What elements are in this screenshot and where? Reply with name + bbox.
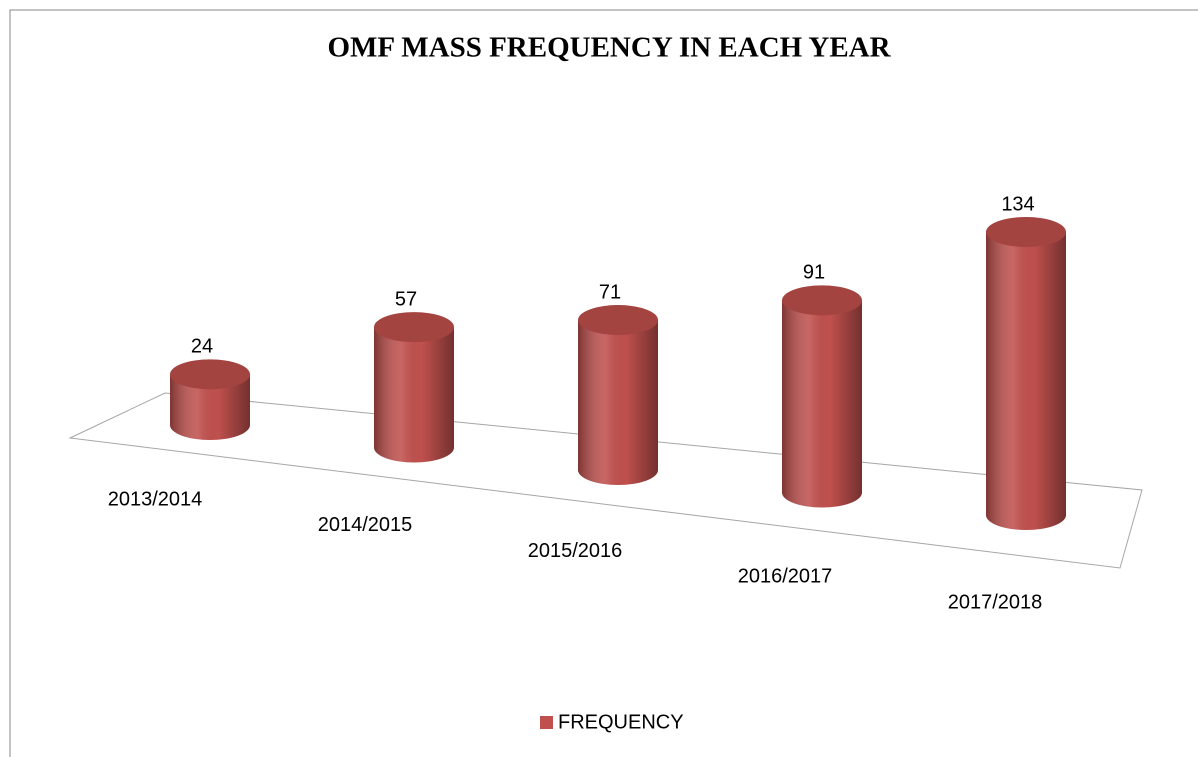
chart-title: OMF MASS FREQUENCY IN EACH YEAR — [327, 32, 891, 64]
cylinder-shade — [782, 300, 862, 508]
cylinder-top-shade — [374, 312, 454, 343]
cylinder — [170, 359, 250, 440]
cylinder — [782, 285, 862, 508]
value-label: 71 — [599, 281, 621, 303]
x-tick-label: 2017/2018 — [948, 591, 1043, 613]
legend-label: FREQUENCY — [558, 711, 684, 733]
cylinder-shade — [578, 320, 658, 485]
x-tick-label: 2014/2015 — [318, 514, 413, 536]
cylinder-top-shade — [170, 359, 250, 390]
chart-border — [9, 9, 1198, 757]
cylinder-top — [374, 312, 454, 343]
value-label: 24 — [191, 336, 213, 358]
floor — [68, 392, 1143, 569]
cylinder-top-shade — [578, 305, 658, 336]
value-label: 134 — [1001, 193, 1034, 215]
cylinder — [986, 217, 1066, 530]
cylinder — [374, 312, 454, 463]
cylinder-shade — [374, 327, 454, 463]
cylinder-top — [782, 285, 862, 316]
value-label: 57 — [395, 288, 417, 310]
x-tick-label: 2015/2016 — [528, 540, 623, 562]
cylinder-top — [170, 359, 250, 390]
legend-swatch — [540, 716, 553, 729]
cylinder-top — [986, 217, 1066, 247]
cylinder-top-shade — [782, 285, 862, 316]
x-tick-label: 2013/2014 — [108, 488, 203, 510]
cylinder-top-shade — [986, 217, 1066, 247]
x-tick-label: 2016/2017 — [738, 566, 833, 588]
cylinder — [578, 305, 658, 485]
value-label: 91 — [803, 262, 825, 284]
cylinder-shade — [170, 374, 250, 440]
cylinder-shade — [986, 232, 1066, 530]
cylinder-top — [578, 305, 658, 336]
